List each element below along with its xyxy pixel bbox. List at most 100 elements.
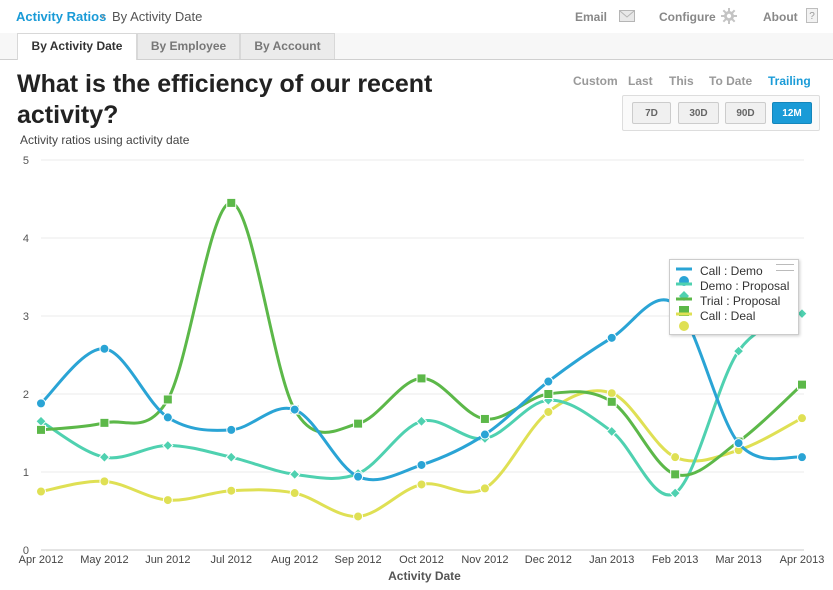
data-point-call-demo — [733, 438, 744, 449]
data-point-demo-proposal — [288, 468, 301, 481]
data-point-call-demo — [416, 459, 427, 470]
help-icon[interactable]: ? — [806, 8, 818, 23]
data-point-call-demo — [36, 398, 46, 409]
x-tick-label: Dec 2012 — [525, 554, 572, 566]
legend-marker-trial-proposal — [676, 297, 692, 316]
series-line-call-deal — [39, 389, 804, 518]
data-point-call-deal — [99, 476, 110, 487]
chart-legend[interactable]: Call : Demo Demo : Proposal Trial : Prop… — [669, 259, 799, 335]
data-point-trial-proposal — [416, 373, 427, 384]
data-point-call-demo — [353, 471, 364, 482]
tab-by-account[interactable]: By Account — [240, 33, 335, 59]
data-point-call-demo — [797, 452, 807, 463]
y-tick-label: 2 — [23, 389, 29, 401]
range-this-link[interactable]: This — [669, 74, 694, 88]
data-point-call-demo — [99, 343, 110, 354]
period-7d-button[interactable]: 7D — [632, 102, 671, 124]
x-tick-label: Nov 2012 — [461, 554, 508, 566]
legend-item-trial-proposal[interactable]: Trial : Proposal — [676, 294, 794, 316]
breadcrumb-root-link[interactable]: Activity Ratios — [16, 9, 107, 24]
data-point-trial-proposal — [606, 396, 617, 407]
data-point-call-deal — [416, 479, 427, 490]
data-point-demo-proposal — [732, 345, 745, 357]
series-line-trial-proposal — [39, 201, 804, 477]
data-point-call-deal — [36, 486, 46, 497]
range-trailing-link[interactable]: Trailing — [768, 74, 811, 88]
x-tick-label: Jul 2012 — [210, 554, 252, 566]
legend-drag-handle[interactable] — [776, 264, 794, 271]
x-tick-label: Aug 2012 — [271, 554, 318, 566]
period-12m-button[interactable]: 12M — [772, 102, 812, 124]
y-tick-label: 4 — [23, 233, 29, 245]
data-point-demo-proposal — [606, 425, 618, 438]
data-point-demo-proposal — [669, 487, 681, 499]
tab-by-employee[interactable]: By Employee — [137, 33, 240, 59]
legend-label-demo-proposal: Demo : Proposal — [700, 279, 790, 293]
series-trial-proposal — [36, 197, 807, 480]
range-last-link[interactable]: Last — [628, 74, 653, 88]
data-point-call-demo — [543, 376, 554, 387]
x-tick-label: Sep 2012 — [335, 554, 382, 566]
data-point-call-demo — [606, 332, 617, 343]
legend-label-trial-proposal: Trial : Proposal — [700, 294, 781, 308]
data-point-demo-proposal — [225, 451, 237, 463]
data-point-call-deal — [289, 488, 300, 499]
data-point-trial-proposal — [36, 424, 46, 435]
breadcrumb-separator: › — [101, 9, 105, 23]
x-tick-label: Oct 2012 — [399, 554, 444, 566]
x-tick-label: May 2012 — [80, 554, 128, 566]
legend-item-demo-proposal[interactable]: Demo : Proposal — [676, 279, 794, 301]
period-30d-button[interactable]: 30D — [678, 102, 719, 124]
x-tick-label: Jun 2012 — [145, 554, 190, 566]
period-90d-button[interactable]: 90D — [725, 102, 766, 124]
range-custom-link[interactable]: Custom — [573, 74, 618, 88]
data-point-call-deal — [670, 452, 681, 463]
data-point-trial-proposal — [353, 418, 364, 429]
legend-item-call-deal[interactable]: Call : Deal — [676, 309, 794, 331]
data-point-call-demo — [289, 404, 300, 415]
tab-bar: By Activity Date By Employee By Account — [0, 33, 833, 60]
top-bar: Activity Ratios › By Activity Date Email… — [0, 0, 833, 33]
legend-label-call-demo: Call : Demo — [700, 264, 763, 278]
email-icon[interactable] — [619, 9, 635, 23]
configure-link[interactable]: Configure — [659, 10, 716, 24]
tab-by-activity-date[interactable]: By Activity Date — [17, 33, 137, 60]
data-point-call-demo — [226, 424, 237, 435]
data-point-call-deal — [226, 485, 237, 496]
legend-label-call-deal: Call : Deal — [700, 309, 756, 323]
data-point-call-demo — [162, 412, 173, 423]
data-point-trial-proposal — [226, 197, 237, 208]
data-point-trial-proposal — [543, 389, 554, 399]
y-tick-label: 0 — [23, 545, 29, 557]
about-link[interactable]: About — [763, 10, 798, 24]
data-point-call-demo — [479, 429, 490, 440]
data-point-trial-proposal — [162, 394, 173, 405]
legend-item-call-demo[interactable]: Call : Demo — [676, 264, 794, 286]
x-tick-label: Apr 2012 — [19, 554, 64, 566]
data-point-call-deal — [543, 406, 554, 417]
y-tick-label: 5 — [23, 155, 29, 167]
data-point-call-deal — [479, 483, 490, 494]
data-point-trial-proposal — [99, 417, 110, 428]
range-to-date-link[interactable]: To Date — [709, 74, 753, 88]
chart-subtitle: Activity ratios using activity date — [20, 133, 190, 147]
data-point-demo-proposal — [415, 415, 428, 428]
gear-icon[interactable] — [721, 8, 737, 24]
data-point-demo-proposal — [162, 439, 174, 452]
x-tick-label: Feb 2013 — [652, 554, 698, 566]
x-tick-label: Mar 2013 — [715, 554, 761, 566]
svg-text:?: ? — [809, 11, 815, 22]
data-point-call-deal — [797, 413, 807, 424]
page-title: What is the efficiency of our recent act… — [17, 70, 433, 129]
breadcrumb-current: By Activity Date — [112, 9, 203, 24]
data-point-trial-proposal — [797, 379, 807, 390]
series-call-deal — [36, 388, 807, 522]
x-axis-title: Activity Date — [388, 569, 461, 583]
x-tick-label: Jan 2013 — [589, 554, 634, 566]
data-point-call-deal — [162, 495, 173, 506]
legend-marker-call-deal — [676, 312, 692, 331]
y-tick-label: 1 — [23, 467, 29, 479]
email-link[interactable]: Email — [575, 10, 608, 24]
data-point-call-deal — [353, 511, 364, 522]
